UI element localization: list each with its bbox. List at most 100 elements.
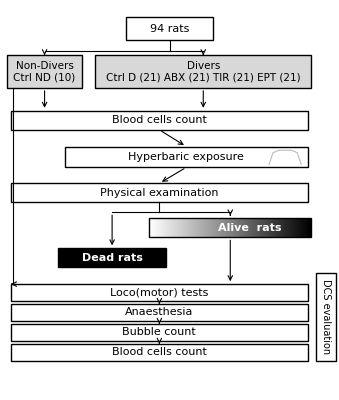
- Bar: [206, 218, 207, 238]
- Bar: [288, 218, 290, 238]
- Bar: [166, 218, 167, 238]
- Bar: [272, 218, 273, 238]
- Bar: [268, 218, 269, 238]
- Bar: [277, 218, 278, 238]
- Bar: [11, 284, 308, 301]
- Bar: [240, 218, 241, 238]
- Bar: [258, 218, 259, 238]
- Bar: [186, 218, 187, 238]
- Bar: [65, 146, 308, 167]
- Text: Anaesthesia: Anaesthesia: [125, 308, 194, 318]
- Bar: [188, 218, 189, 238]
- Bar: [284, 218, 285, 238]
- Bar: [256, 218, 257, 238]
- Bar: [245, 218, 246, 238]
- Bar: [302, 218, 303, 238]
- Bar: [274, 218, 275, 238]
- Bar: [224, 218, 225, 238]
- Text: 94 rats: 94 rats: [150, 24, 189, 34]
- Bar: [293, 218, 294, 238]
- Bar: [198, 218, 199, 238]
- Bar: [160, 218, 161, 238]
- Bar: [153, 218, 154, 238]
- Bar: [259, 218, 260, 238]
- Bar: [172, 218, 173, 238]
- Bar: [168, 218, 169, 238]
- Bar: [248, 218, 249, 238]
- Bar: [155, 218, 156, 238]
- Bar: [306, 218, 307, 238]
- Bar: [157, 218, 158, 238]
- Bar: [279, 218, 280, 238]
- Bar: [308, 218, 309, 238]
- Bar: [261, 218, 262, 238]
- Text: Physical examination: Physical examination: [100, 188, 219, 198]
- Bar: [251, 218, 252, 238]
- Bar: [220, 218, 221, 238]
- Bar: [203, 218, 204, 238]
- Bar: [286, 218, 287, 238]
- Bar: [260, 218, 261, 238]
- Bar: [231, 218, 232, 238]
- Bar: [307, 218, 308, 238]
- Text: Hyperbaric exposure: Hyperbaric exposure: [128, 152, 244, 162]
- Bar: [211, 218, 212, 238]
- Bar: [250, 218, 251, 238]
- Bar: [11, 111, 308, 130]
- Bar: [195, 218, 196, 238]
- Bar: [165, 218, 166, 238]
- Bar: [238, 218, 239, 238]
- Bar: [95, 55, 311, 88]
- Bar: [255, 218, 256, 238]
- Bar: [282, 218, 283, 238]
- Bar: [204, 218, 205, 238]
- Bar: [287, 218, 288, 238]
- Bar: [295, 218, 296, 238]
- Bar: [252, 218, 253, 238]
- Bar: [309, 218, 310, 238]
- Bar: [217, 218, 218, 238]
- Bar: [11, 304, 308, 321]
- Bar: [214, 218, 215, 238]
- Bar: [194, 218, 195, 238]
- Bar: [169, 218, 170, 238]
- Bar: [202, 218, 203, 238]
- Bar: [225, 218, 226, 238]
- Bar: [187, 218, 188, 238]
- Bar: [179, 218, 180, 238]
- Bar: [305, 218, 306, 238]
- Bar: [294, 218, 295, 238]
- Bar: [280, 218, 281, 238]
- Text: Blood cells count: Blood cells count: [112, 115, 207, 125]
- Bar: [216, 218, 217, 238]
- Bar: [162, 218, 163, 238]
- Bar: [249, 218, 250, 238]
- Bar: [213, 218, 214, 238]
- Bar: [175, 218, 176, 238]
- Bar: [266, 218, 267, 238]
- Bar: [11, 344, 308, 361]
- Bar: [298, 218, 299, 238]
- Bar: [270, 218, 271, 238]
- Bar: [297, 218, 298, 238]
- Bar: [181, 218, 182, 238]
- Text: DCS evaluation: DCS evaluation: [321, 279, 331, 354]
- Bar: [243, 218, 244, 238]
- Bar: [212, 218, 213, 238]
- Text: Loco(motor) tests: Loco(motor) tests: [110, 288, 208, 298]
- Bar: [299, 218, 300, 238]
- Bar: [161, 218, 162, 238]
- Bar: [210, 218, 211, 238]
- Bar: [235, 218, 236, 238]
- Text: Alive  rats: Alive rats: [218, 223, 281, 233]
- Bar: [218, 218, 219, 238]
- Bar: [167, 218, 168, 238]
- Text: Bubble count: Bubble count: [122, 327, 196, 337]
- Bar: [304, 218, 305, 238]
- Bar: [174, 218, 175, 238]
- Bar: [215, 218, 216, 238]
- Bar: [281, 218, 282, 238]
- Text: Non-Divers
Ctrl ND (10): Non-Divers Ctrl ND (10): [14, 61, 76, 82]
- Bar: [183, 218, 184, 238]
- Bar: [247, 218, 248, 238]
